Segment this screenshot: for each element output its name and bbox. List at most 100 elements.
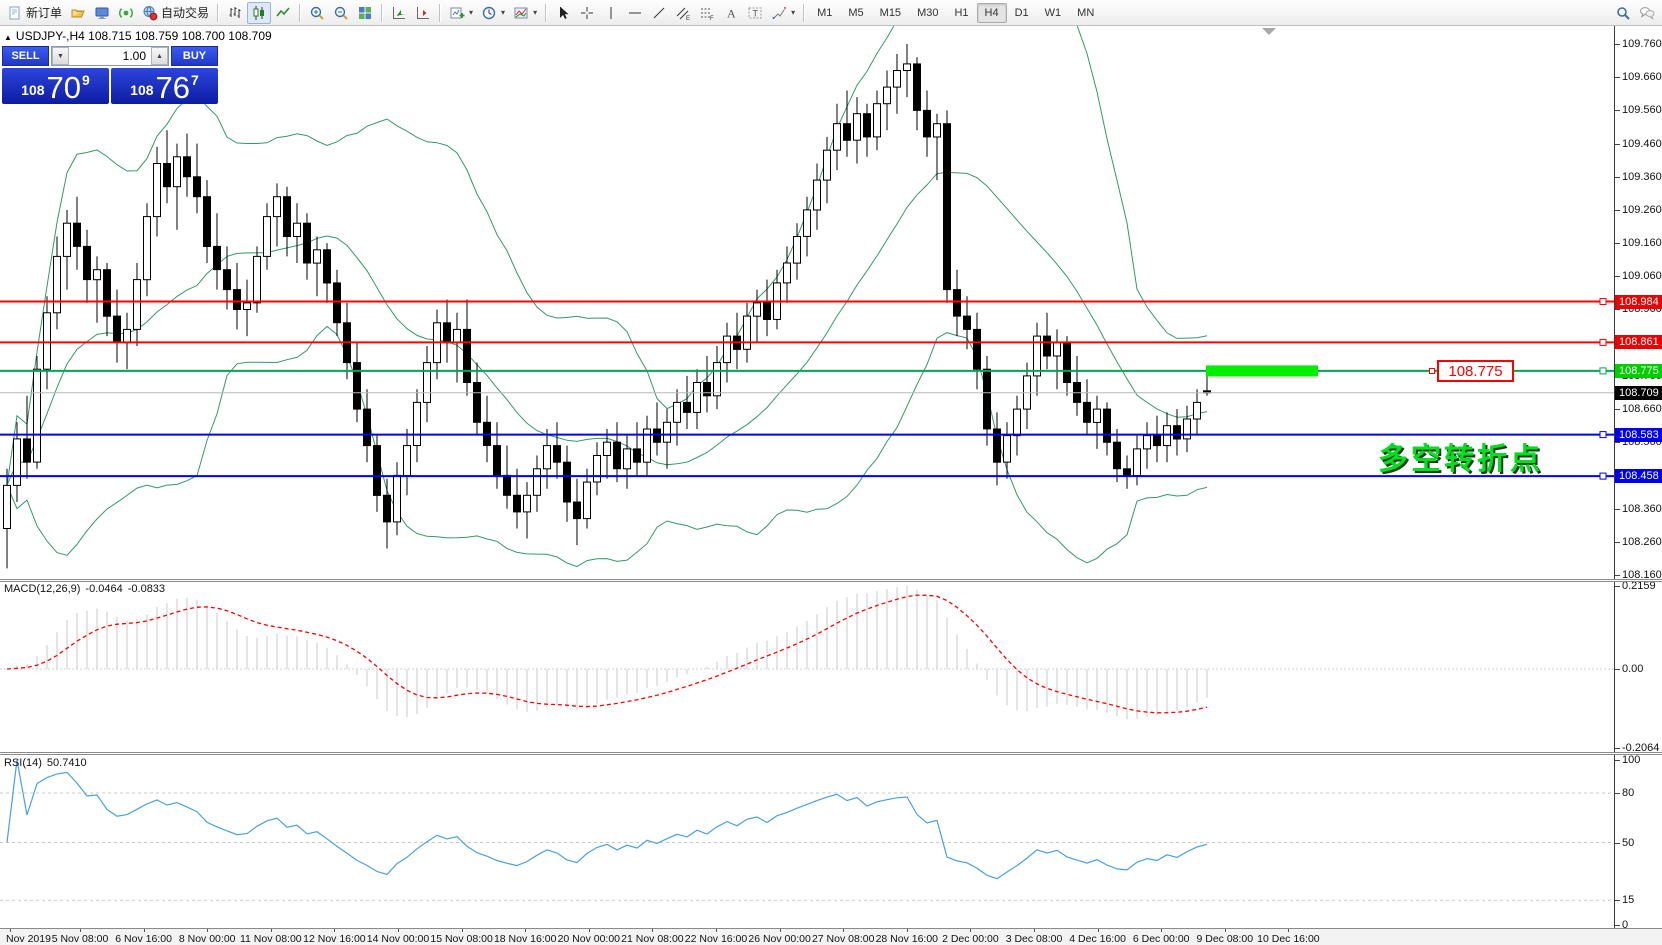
time-axis-label: 11 Nov 08:00 xyxy=(239,933,302,945)
candle-body xyxy=(1123,468,1131,476)
macd-name: MACD(12,26,9) xyxy=(4,583,81,595)
text-button[interactable]: A xyxy=(719,2,743,24)
time-axis-tick xyxy=(398,929,399,932)
pane-separator-macd[interactable] xyxy=(0,579,1662,582)
buy-button[interactable]: BUY xyxy=(171,46,218,66)
candle-chart-mode-button[interactable] xyxy=(247,1,272,24)
pane-separator-rsi[interactable] xyxy=(0,752,1662,755)
periods-button[interactable]: ▾ xyxy=(477,2,509,24)
timeframe-button-h1[interactable]: H1 xyxy=(954,6,969,19)
new-chart-icon xyxy=(449,5,465,21)
volume-increase-button[interactable]: ▲ xyxy=(151,47,168,65)
macd-canvas[interactable] xyxy=(0,580,1614,752)
time-axis-tick xyxy=(843,929,845,932)
candle-body xyxy=(1033,335,1041,377)
candle-body xyxy=(273,196,281,218)
candle-body xyxy=(473,382,481,423)
label-button[interactable]: T xyxy=(743,2,767,24)
candle-body xyxy=(363,408,371,447)
rsi-canvas[interactable] xyxy=(0,755,1614,928)
new-order-button[interactable]: 新订单 xyxy=(3,2,66,24)
dropdown-arrow-icon[interactable]: ▾ xyxy=(533,8,538,17)
candle-body xyxy=(1083,401,1091,423)
timeframe-button-mn[interactable]: MN xyxy=(1077,6,1095,19)
crosshair-icon xyxy=(579,5,595,21)
crosshair-button[interactable] xyxy=(575,2,599,24)
hline-handle[interactable] xyxy=(1599,431,1607,439)
zoom-out-button[interactable] xyxy=(329,2,353,24)
dropdown-arrow-icon[interactable]: ▾ xyxy=(501,8,506,17)
price-chart-canvas[interactable] xyxy=(0,26,1614,579)
zoom-in-button[interactable] xyxy=(305,2,329,24)
candle-body xyxy=(853,113,861,141)
dropdown-arrow-icon[interactable]: ▾ xyxy=(469,8,474,17)
bar-chart-mode-button[interactable] xyxy=(223,2,247,24)
hline-handle[interactable] xyxy=(1599,472,1607,480)
price-axis-label: 108.260 xyxy=(1622,536,1662,548)
timeframe-button-m15[interactable]: M15 xyxy=(879,6,902,19)
candle-body xyxy=(903,63,911,72)
candle-body xyxy=(613,441,621,470)
volume-decrease-button[interactable]: ▼ xyxy=(52,47,69,65)
line-chart-mode-button[interactable] xyxy=(271,2,295,24)
search-icon xyxy=(1615,5,1631,21)
timeframe-button-m5[interactable]: M5 xyxy=(848,6,864,19)
chart-area[interactable]: ▲ USDJPY-,H4 108.715 108.759 108.700 108.… xyxy=(0,26,1662,945)
time-axis-label: 15 Nov 08:00 xyxy=(430,933,493,945)
candle-body xyxy=(493,445,501,477)
monitor-blue-icon xyxy=(94,5,110,21)
time-axis-tick xyxy=(716,929,717,932)
fibonacci-button[interactable]: F xyxy=(695,2,719,24)
auto-trading-button[interactable]: 自动交易 xyxy=(138,2,213,24)
timeframe-button-m30[interactable]: M30 xyxy=(917,6,939,19)
new-chart-button[interactable]: ▾ xyxy=(445,2,477,24)
time-axis-tick xyxy=(80,929,81,932)
chat-button[interactable] xyxy=(1635,2,1659,24)
candle-body xyxy=(13,438,21,486)
sell-price-box[interactable]: 108 70 9 xyxy=(2,68,109,104)
highlight-price-segment[interactable] xyxy=(1206,365,1318,377)
timeframe-button-w1[interactable]: W1 xyxy=(1044,6,1062,19)
vertical-line-button[interactable] xyxy=(599,2,623,24)
candle-body xyxy=(503,474,511,496)
cursor-button[interactable] xyxy=(551,2,575,24)
price-callout[interactable]: 108.775 xyxy=(1437,360,1514,382)
profiles-button[interactable] xyxy=(66,2,90,24)
candle-body xyxy=(463,328,471,383)
hline-icon xyxy=(627,5,643,21)
hline-handle[interactable] xyxy=(1599,338,1607,346)
hline-handle[interactable] xyxy=(1599,367,1607,375)
candle-body xyxy=(973,328,981,370)
annotation-text-cn[interactable]: 多空转折点 xyxy=(1378,443,1543,476)
chart-shift-button[interactable] xyxy=(411,2,435,24)
signals-button[interactable] xyxy=(114,2,138,24)
tile-windows-button[interactable] xyxy=(353,2,377,24)
trendline-button[interactable] xyxy=(647,2,671,24)
rsi-axis-tick xyxy=(1615,843,1620,844)
hline-handle[interactable] xyxy=(1599,298,1607,305)
time-axis-tick xyxy=(10,929,11,932)
dropdown-arrow-icon[interactable]: ▾ xyxy=(791,8,796,17)
time-axis[interactable]: Nov 2019 5 Nov 08:00 6 Nov 16:00 8 Nov 00:0… xyxy=(0,928,1662,945)
templates-button[interactable]: ▾ xyxy=(509,2,541,24)
collapse-quote-triangle-icon[interactable]: ▲ xyxy=(4,33,12,42)
arrows-button[interactable]: ▾ xyxy=(767,2,799,24)
chart-shift-marker-icon[interactable] xyxy=(1262,28,1276,35)
time-axis-tick xyxy=(1097,929,1099,932)
buy-price-box[interactable]: 108 76 7 xyxy=(111,68,218,104)
chat-icon xyxy=(1639,5,1655,21)
search-button[interactable] xyxy=(1611,2,1635,24)
timeframe-button-d1[interactable]: D1 xyxy=(1014,6,1029,19)
volume-input[interactable]: 1.00 xyxy=(122,49,146,63)
channel-button[interactable]: E xyxy=(671,2,695,24)
time-axis-tick xyxy=(1288,929,1290,932)
horizontal-line-button[interactable] xyxy=(623,2,647,24)
candle-body xyxy=(513,494,521,513)
price-callout-handle[interactable] xyxy=(1429,368,1435,374)
timeframe-button-m1[interactable]: M1 xyxy=(817,6,833,19)
sell-button[interactable]: SELL xyxy=(2,46,49,66)
timeframe-button-h4[interactable]: H4 xyxy=(976,2,1007,23)
market-watch-button[interactable] xyxy=(90,2,114,24)
auto-scroll-button[interactable] xyxy=(387,2,411,24)
